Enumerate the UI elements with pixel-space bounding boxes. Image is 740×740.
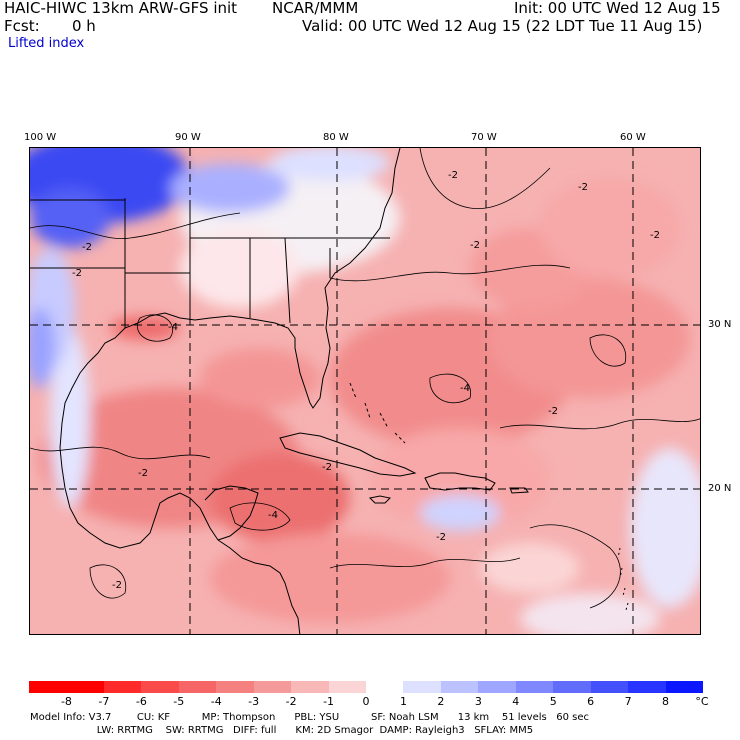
colorbar-segment xyxy=(515,681,554,693)
colorbar-segment xyxy=(553,681,592,693)
contour-label: -2 xyxy=(322,462,332,473)
lon-label-100w: 100 W xyxy=(24,132,57,143)
colorbar-segment xyxy=(66,681,105,693)
colorbar-segment xyxy=(216,681,255,693)
colorbar-segment xyxy=(665,681,704,693)
colorbar-segment xyxy=(440,681,479,693)
colorbar-segment xyxy=(328,681,367,693)
colorbar-segment xyxy=(590,681,629,693)
colorbar-segment xyxy=(141,681,180,693)
model-title: HAIC-HIWC 13km ARW-GFS init xyxy=(4,0,238,17)
colorbar-tick-label: -7 xyxy=(98,695,110,708)
contour-label: -4 xyxy=(460,383,470,394)
lifted-index-map: -2 -4 -2 -2 -2 -4 -2 -2 -4 -2 -2 -2 -2 -… xyxy=(29,147,701,635)
colorbar-segment xyxy=(29,681,67,693)
contour-label: -2 xyxy=(72,268,82,279)
colorbar-segment xyxy=(178,681,217,693)
model-info-line1: Model Info: V3.7 CU: KF MP: Thompson PBL… xyxy=(30,712,590,723)
coastlines xyxy=(30,148,629,634)
colorbar-segment xyxy=(628,681,667,693)
contour-label: -2 xyxy=(548,406,558,417)
lat-label-30n: 30 N xyxy=(708,319,732,330)
fcst-label: Fcst: xyxy=(4,17,40,35)
colorbar-tick-label: -3 xyxy=(248,695,260,708)
contour-label-group: -2 -4 -2 -2 -2 -4 -2 -2 -4 -2 -2 -2 -2 -… xyxy=(72,170,660,591)
colorbar-tick-label: -8 xyxy=(60,695,72,708)
colorbar-tick-label: 3 xyxy=(474,695,482,708)
colorbar-tick-label: 0 xyxy=(362,695,370,708)
colorbar-tick-label: -6 xyxy=(135,695,147,708)
model-info-line2: LW: RRTMG SW: RRTMG DIFF: full KM: 2D Sm… xyxy=(30,725,534,736)
colorbar-tick-label: 4 xyxy=(512,695,520,708)
lon-label-80w: 80 W xyxy=(323,132,349,143)
contour-label: -2 xyxy=(82,242,92,253)
latlon-grid xyxy=(30,148,700,634)
init-time: Init: 00 UTC Wed 12 Aug 15 xyxy=(514,0,721,17)
fcst-value: 0 h xyxy=(72,17,96,35)
colorbar-unit: °C xyxy=(695,695,709,708)
lat-label-20n: 20 N xyxy=(708,483,732,494)
colorbar-segment xyxy=(291,681,330,693)
contour-label: -4 xyxy=(168,322,178,333)
colorbar-tick-label: -5 xyxy=(173,695,185,708)
colorbar-tick-label: -2 xyxy=(285,695,297,708)
contour-label: -2 xyxy=(436,532,446,543)
contour-label: -2 xyxy=(112,580,122,591)
lon-label-70w: 70 W xyxy=(471,132,497,143)
contour-lines xyxy=(30,148,700,609)
colorbar-segment xyxy=(478,681,517,693)
colorbar-tick-label: 2 xyxy=(437,695,445,708)
colorbar-tick-label: 1 xyxy=(399,695,407,708)
field-name: Lifted index xyxy=(8,36,85,51)
colorbar-tick-label: 5 xyxy=(549,695,557,708)
colorbar-tick-label: 6 xyxy=(587,695,595,708)
contour-label: -2 xyxy=(578,182,588,193)
contour-label: -2 xyxy=(448,170,458,181)
contour-label: -2 xyxy=(470,240,480,251)
contour-label: -2 xyxy=(650,230,660,241)
colorbar-segment xyxy=(103,681,142,693)
colorbar-tick-label: 7 xyxy=(624,695,632,708)
lon-label-60w: 60 W xyxy=(620,132,646,143)
colorbar-segment xyxy=(403,681,442,693)
org-label: NCAR/MMM xyxy=(272,0,359,17)
colorbar-segment xyxy=(253,681,292,693)
valid-time: Valid: 00 UTC Wed 12 Aug 15 (22 LDT Tue … xyxy=(302,17,703,35)
colorbar-segment xyxy=(366,681,404,693)
colorbar-tick-label: 8 xyxy=(662,695,670,708)
colorbar-tick-label: -4 xyxy=(210,695,222,708)
colorbar-tick-label: -1 xyxy=(323,695,335,708)
contour-label: -2 xyxy=(138,468,148,479)
contour-label: -4 xyxy=(268,510,278,521)
lon-label-90w: 90 W xyxy=(175,132,201,143)
